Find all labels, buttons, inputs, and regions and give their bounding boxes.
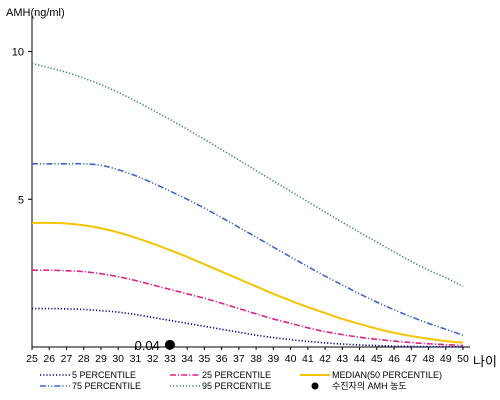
x-tick-label: 30 (112, 353, 124, 365)
x-tick-label: 29 (95, 353, 107, 365)
x-tick-label: 47 (405, 353, 417, 365)
x-tick-label: 45 (371, 353, 383, 365)
series-line-1 (31, 307, 464, 348)
legend-label-3: MEDIAN(50 PERCENTILE) (332, 370, 442, 380)
y-tick-label: 5 (18, 194, 24, 206)
x-tick-label: 50 (457, 353, 469, 365)
x-tick-label: 46 (388, 353, 400, 365)
x-tick-label: 38 (250, 353, 262, 365)
x-tick-label: 49 (440, 353, 452, 365)
legend: 5 PERCENTILE 25 PERCENTILE MEDIAN(50 PERCE… (40, 370, 442, 391)
series-layer (31, 62, 464, 348)
x-tick-label: 43 (336, 353, 348, 365)
series-line-5 (31, 62, 464, 288)
x-tick-label: 39 (268, 353, 280, 365)
marker-layer: 0.04 (135, 338, 175, 353)
y-tick-label: 10 (12, 47, 24, 59)
legend-label-5: 95 PERCENTILE (202, 381, 271, 391)
legend-label-1: 5 PERCENTILE (72, 370, 136, 380)
series-line-4 (32, 162, 464, 336)
legend-label-2: 25 PERCENTILE (202, 370, 271, 380)
x-tick-label: 25 (26, 353, 38, 365)
legend-marker-swatch (311, 382, 319, 390)
x-tick-label: 31 (130, 353, 142, 365)
x-tick-label: 41 (302, 353, 314, 365)
x-tick-label: 34 (181, 353, 193, 365)
x-tick-label: 32 (147, 353, 159, 365)
x-tick-label: 28 (78, 353, 90, 365)
patient-amh-marker (164, 339, 175, 350)
patient-amh-value-label: 0.04 (135, 338, 160, 353)
series-line-3 (31, 221, 464, 344)
x-tick-label: 36 (216, 353, 228, 365)
legend-label-4: 75 PERCENTILE (72, 381, 141, 391)
series-line-2 (31, 269, 464, 347)
y-axis-label: AMH(ng/ml) (6, 7, 65, 19)
x-axis-label: 나이 (473, 354, 497, 369)
x-tick-label: 42 (319, 353, 331, 365)
legend-marker-label: 수진자의 AMH 농도 (332, 381, 407, 391)
x-tick-label: 35 (199, 353, 211, 365)
x-tick-label: 27 (61, 353, 73, 365)
x-tick-label: 26 (43, 353, 55, 365)
x-tick-label: 48 (423, 353, 435, 365)
x-tick-label: 44 (354, 353, 366, 365)
x-tick-label: 37 (233, 353, 245, 365)
axes: 5 10 25 26 27 28 29 30 31 32 33 34 35 36 37 38 39 40 41 42 4… (12, 16, 470, 365)
x-tick-label: 40 (285, 353, 297, 365)
x-tick-label: 33 (164, 353, 176, 365)
